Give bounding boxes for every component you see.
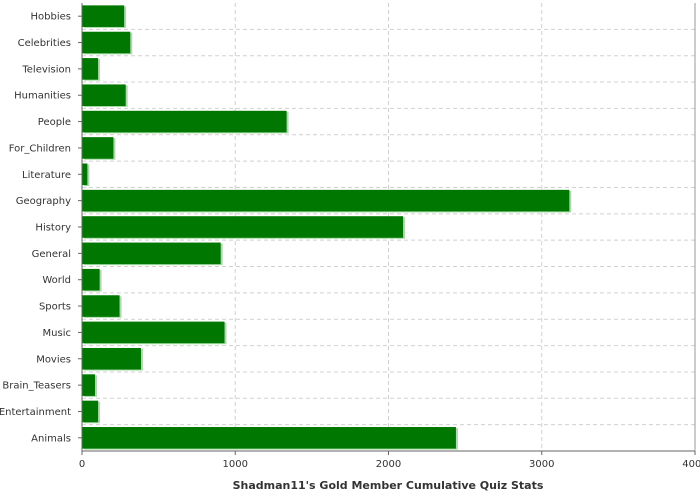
bar-entertainment [82, 400, 99, 423]
y-tick-label: General [32, 249, 71, 260]
y-tick-label: Entertainment [0, 407, 71, 418]
y-tick-label: World [42, 275, 71, 286]
tick-labels: Hobbies Celebrities Television Humanities Pe… [0, 12, 700, 470]
y-tick-label: People [38, 117, 71, 128]
bar-history [82, 216, 404, 238]
axes [78, 3, 696, 455]
bar-for-children [82, 137, 114, 159]
y-tick-label: Music [43, 328, 71, 339]
y-tick-label: Sports [39, 302, 71, 313]
bar-people [82, 110, 287, 133]
bar-geography [82, 189, 570, 212]
bar-humanities [82, 84, 126, 107]
bar-literature [82, 163, 88, 186]
x-tick-label: 3000 [529, 459, 554, 470]
y-tick-label: History [35, 223, 71, 234]
y-tick-label: For_Children [9, 143, 71, 154]
bar-celebrities [82, 31, 131, 54]
y-tick-label: Humanities [14, 91, 71, 102]
bar-animals [82, 427, 456, 449]
y-tick-label: Celebrities [18, 38, 71, 49]
bar-world [82, 268, 100, 291]
bar-music [82, 321, 225, 344]
x-tick-label: 1000 [223, 459, 248, 470]
y-tick-label: Brain_Teasers [2, 381, 71, 392]
x-tick-label: 0 [79, 459, 85, 470]
x-axis-label: Shadman11's Gold Member Cumulative Quiz … [233, 479, 544, 492]
bar-movies [82, 347, 142, 370]
y-tick-label: Animals [31, 433, 71, 444]
bar-hobbies [82, 5, 125, 27]
x-tick-label: 4000 [682, 459, 700, 470]
bar-brain-teasers [82, 374, 96, 396]
y-tick-label: Geography [16, 196, 71, 207]
y-tick-label: Television [21, 64, 71, 75]
y-tick-label: Movies [36, 354, 71, 365]
y-tick-label: Hobbies [31, 12, 71, 23]
x-tick-label: 2000 [376, 459, 401, 470]
bar-sports [82, 295, 120, 317]
bars [82, 5, 572, 450]
bar-general [82, 242, 221, 265]
y-tick-label: Literature [22, 170, 71, 181]
bar-television [82, 58, 99, 80]
